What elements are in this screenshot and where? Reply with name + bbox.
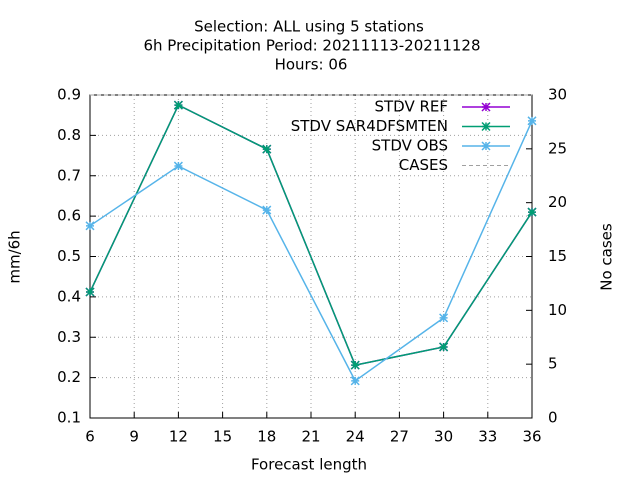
x-tick-label: 12 (169, 428, 188, 446)
point (439, 313, 449, 323)
legend-label: STDV SAR4DFSMTEN (291, 117, 448, 135)
y-tick-label: 0.9 (57, 86, 81, 104)
y-axis-label: mm/6h (6, 230, 24, 283)
y-tick-label: 0.1 (57, 409, 81, 427)
point (85, 221, 95, 231)
x-tick-label: 6 (85, 428, 95, 446)
legend-label: STDV OBS (372, 137, 448, 155)
chart-title: Selection: ALL using 5 stations (194, 18, 424, 36)
y2-tick-label: 10 (548, 301, 567, 319)
y2-axis-label: No cases (598, 223, 616, 291)
y-tick-label: 0.2 (57, 368, 81, 386)
y-tick-label: 0.4 (57, 287, 81, 305)
point (527, 116, 537, 126)
x-tick-label: 27 (390, 428, 409, 446)
x-tick-label: 36 (522, 428, 541, 446)
x-tick-label: 21 (301, 428, 320, 446)
x-tick-label: 18 (257, 428, 276, 446)
y2-tick-label: 20 (548, 193, 567, 211)
series-line (89, 120, 533, 382)
legend-marker (481, 121, 491, 132)
legend-label: CASES (399, 156, 448, 174)
point (262, 205, 272, 215)
y-tick-label: 0.3 (57, 328, 81, 346)
x-axis-label: Forecast length (251, 456, 367, 474)
chart-title: 6h Precipitation Period: 20211113-202111… (143, 37, 480, 55)
x-tick-label: 9 (129, 428, 139, 446)
y2-tick-label: 5 (548, 355, 558, 373)
point (262, 144, 272, 154)
x-tick-label: 15 (213, 428, 232, 446)
point (173, 161, 183, 171)
legend-marker (481, 141, 491, 151)
point (439, 342, 449, 352)
point (527, 207, 537, 217)
y-tick-label: 0.7 (57, 166, 81, 184)
x-tick-label: 30 (434, 428, 453, 446)
y2-tick-label: 25 (548, 139, 567, 157)
point (173, 100, 183, 110)
y2-tick-label: 0 (548, 409, 558, 427)
legend-label: STDV REF (374, 98, 448, 116)
legend-marker (481, 102, 491, 112)
point (350, 376, 360, 386)
y-tick-label: 0.5 (57, 247, 81, 265)
chart-title: Hours: 06 (275, 56, 348, 74)
y2-tick-label: 30 (548, 86, 567, 104)
series-line (89, 104, 533, 366)
y-tick-label: 0.6 (57, 207, 81, 225)
x-tick-label: 24 (346, 428, 365, 446)
y-tick-label: 0.8 (57, 126, 81, 144)
point (350, 360, 360, 370)
y2-tick-label: 15 (548, 247, 567, 265)
x-tick-label: 33 (478, 428, 497, 446)
point (85, 287, 95, 297)
